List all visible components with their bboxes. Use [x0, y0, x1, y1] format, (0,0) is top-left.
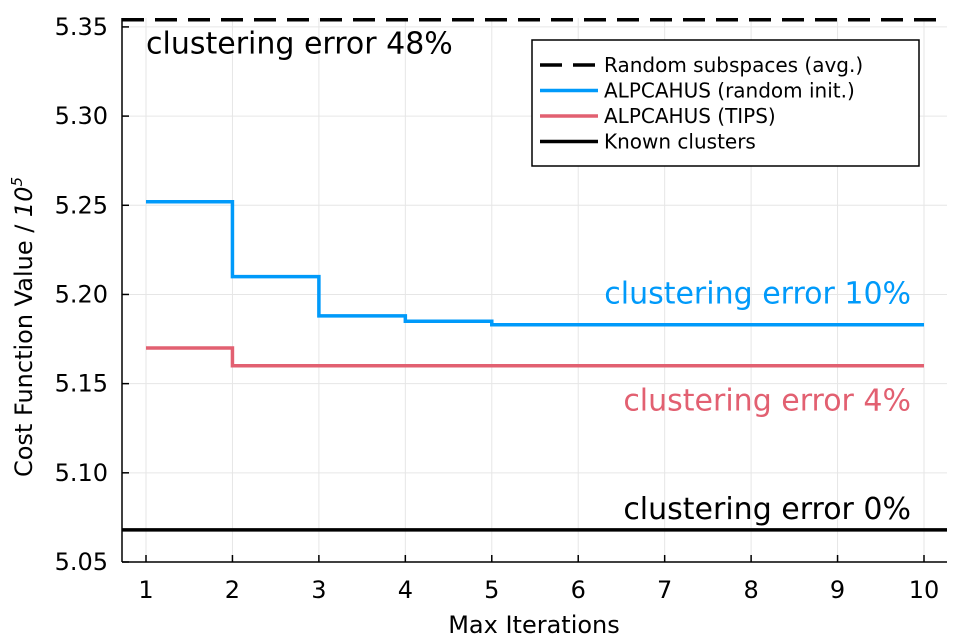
x-tick-label: 4 [398, 576, 413, 604]
y-axis-label-base: 10 [10, 187, 38, 218]
y-tick-label: 5.20 [55, 280, 108, 308]
series-layer [122, 18, 947, 532]
annotation-3: clustering error 0% [623, 492, 911, 527]
x-tick-label: 10 [909, 576, 940, 604]
legend-label-3: Known clusters [604, 130, 756, 154]
series-line-1 [146, 199, 924, 327]
x-tick-label: 9 [830, 576, 845, 604]
y-tick-label: 5.25 [55, 191, 108, 219]
annotation-1: clustering error 10% [604, 276, 911, 311]
y-tick-label: 5.05 [55, 548, 108, 576]
x-tick-label: 1 [138, 576, 153, 604]
x-tick-label: 7 [657, 576, 672, 604]
x-tick-label: 5 [484, 576, 499, 604]
x-tick-label: 2 [225, 576, 240, 604]
y-tick-label: 5.15 [55, 370, 108, 398]
annotation-2: clustering error 4% [623, 383, 911, 418]
legend-label-1: ALPCAHUS (random init.) [604, 79, 855, 103]
legend-label-2: ALPCAHUS (TIPS) [604, 104, 776, 128]
x-tick-label: 6 [571, 576, 586, 604]
series-line-2 [146, 346, 924, 368]
x-tick-label: 8 [743, 576, 758, 604]
x-axis-label: Max Iterations [448, 611, 620, 639]
legend[interactable]: Random subspaces (avg.)ALPCAHUS (random … [531, 39, 920, 167]
x-tick-label: 3 [311, 576, 326, 604]
annotation-0: clustering error 48% [146, 27, 453, 62]
y-tick-label: 5.10 [55, 459, 108, 487]
axes: 1 2 3 4 5 6 7 8 9 10 5.05 5.10 5.15 5.20 5.25 5.30 5.35 [55, 13, 947, 604]
y-tick-label: 5.35 [55, 13, 108, 41]
y-axis-label: Cost Function Value / 105 [8, 177, 38, 477]
legend-box [531, 39, 920, 167]
y-axis-label-text: Cost Function Value / [10, 217, 38, 477]
y-axis-label-exponent: 5 [8, 177, 26, 187]
y-tick-label: 5.30 [55, 102, 108, 130]
annotations: clustering error 48% clustering error 10%… [146, 27, 911, 528]
legend-label-0: Random subspaces (avg.) [604, 53, 863, 77]
